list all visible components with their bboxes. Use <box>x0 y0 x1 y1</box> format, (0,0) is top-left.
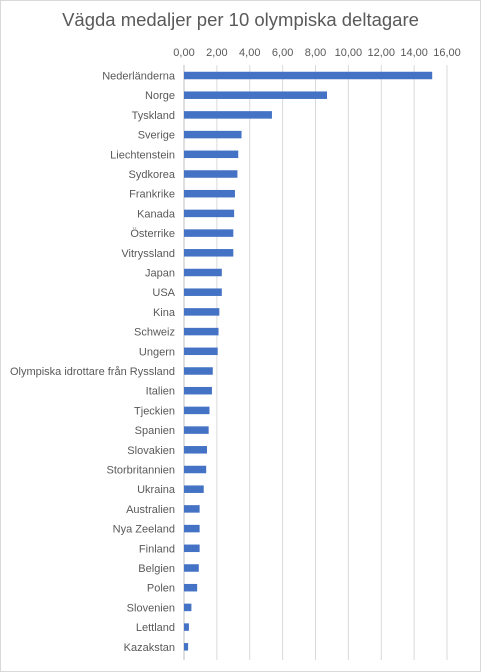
bar <box>184 111 272 119</box>
bar <box>184 386 212 395</box>
category-label: Slovakien <box>127 445 175 457</box>
bar <box>184 209 235 218</box>
category-label: Kanada <box>137 208 176 220</box>
category-label: Slovenien <box>127 602 175 614</box>
bar <box>184 465 207 474</box>
bar <box>184 603 192 612</box>
category-label: Finland <box>139 543 175 555</box>
y-axis-category-labels: Nederländerna Norge Tyskland Sverige Liechte… <box>10 71 176 654</box>
x-tick-label: 0,00 <box>173 47 194 59</box>
category-label: Belgien <box>138 563 175 575</box>
category-label: Liechtenstein <box>110 149 175 161</box>
x-tick-label: 10,00 <box>335 47 363 59</box>
bar <box>184 367 213 375</box>
bar <box>184 71 433 80</box>
bar <box>184 544 200 553</box>
category-label: Storbritannien <box>107 465 176 477</box>
x-tick-label: 4,00 <box>239 47 260 59</box>
bar <box>184 347 218 356</box>
category-label: Lettland <box>136 622 175 634</box>
category-label: Ungern <box>139 346 175 358</box>
bar <box>184 406 210 415</box>
x-tick-label: 6,00 <box>272 47 293 59</box>
category-label: Tyskland <box>132 110 175 122</box>
category-label: Olympiska idrottare från Ryssland <box>10 366 175 378</box>
category-label: Australien <box>126 504 175 516</box>
bar <box>184 505 200 513</box>
bar <box>184 623 189 631</box>
bar <box>184 426 209 434</box>
chart-title: Vägda medaljer per 10 olympiska deltagar… <box>62 9 419 30</box>
category-label: Kina <box>153 307 176 319</box>
bar <box>184 249 234 257</box>
gridlines <box>183 65 448 660</box>
category-label: Italien <box>146 386 175 398</box>
category-label: Kazakstan <box>124 642 175 654</box>
category-label: Schweiz <box>134 327 175 339</box>
bar <box>184 130 242 139</box>
bar <box>184 564 199 572</box>
bar <box>184 150 239 159</box>
bars <box>184 71 433 651</box>
bar <box>184 91 328 99</box>
category-label: Polen <box>147 583 175 595</box>
bar <box>184 308 220 316</box>
bar <box>184 524 200 533</box>
bar <box>184 229 234 237</box>
bar <box>184 446 208 454</box>
x-tick-label: 2,00 <box>206 47 227 59</box>
category-label: Österrike <box>130 228 175 240</box>
category-label: Sverige <box>138 130 175 142</box>
category-label: Ukraina <box>137 484 176 496</box>
bar <box>184 288 222 296</box>
category-label: Norge <box>145 90 175 102</box>
bar <box>184 327 219 336</box>
bar <box>184 583 198 592</box>
category-label: Japan <box>145 268 175 280</box>
category-label: USA <box>152 287 175 299</box>
category-label: Vitryssland <box>121 248 175 260</box>
bar <box>184 268 222 277</box>
x-tick-label: 12,00 <box>367 47 395 59</box>
bar <box>184 643 189 651</box>
category-label: Spanien <box>135 425 175 437</box>
x-tick-label: 16,00 <box>433 47 461 59</box>
bar <box>184 485 204 493</box>
category-label: Nederländerna <box>102 71 176 83</box>
category-label: Tjeckien <box>134 405 175 417</box>
bar <box>184 189 235 198</box>
bar <box>184 170 238 178</box>
category-label: Nya Zeeland <box>113 524 175 536</box>
x-axis-tick-labels: 0,00 2,00 4,00 6,00 8,00 10,00 12,00 14,00 16,00 <box>173 47 460 59</box>
category-label: Frankrike <box>129 189 175 201</box>
x-tick-label: 14,00 <box>400 47 428 59</box>
x-tick-label: 8,00 <box>305 47 326 59</box>
category-label: Sydkorea <box>129 169 176 181</box>
